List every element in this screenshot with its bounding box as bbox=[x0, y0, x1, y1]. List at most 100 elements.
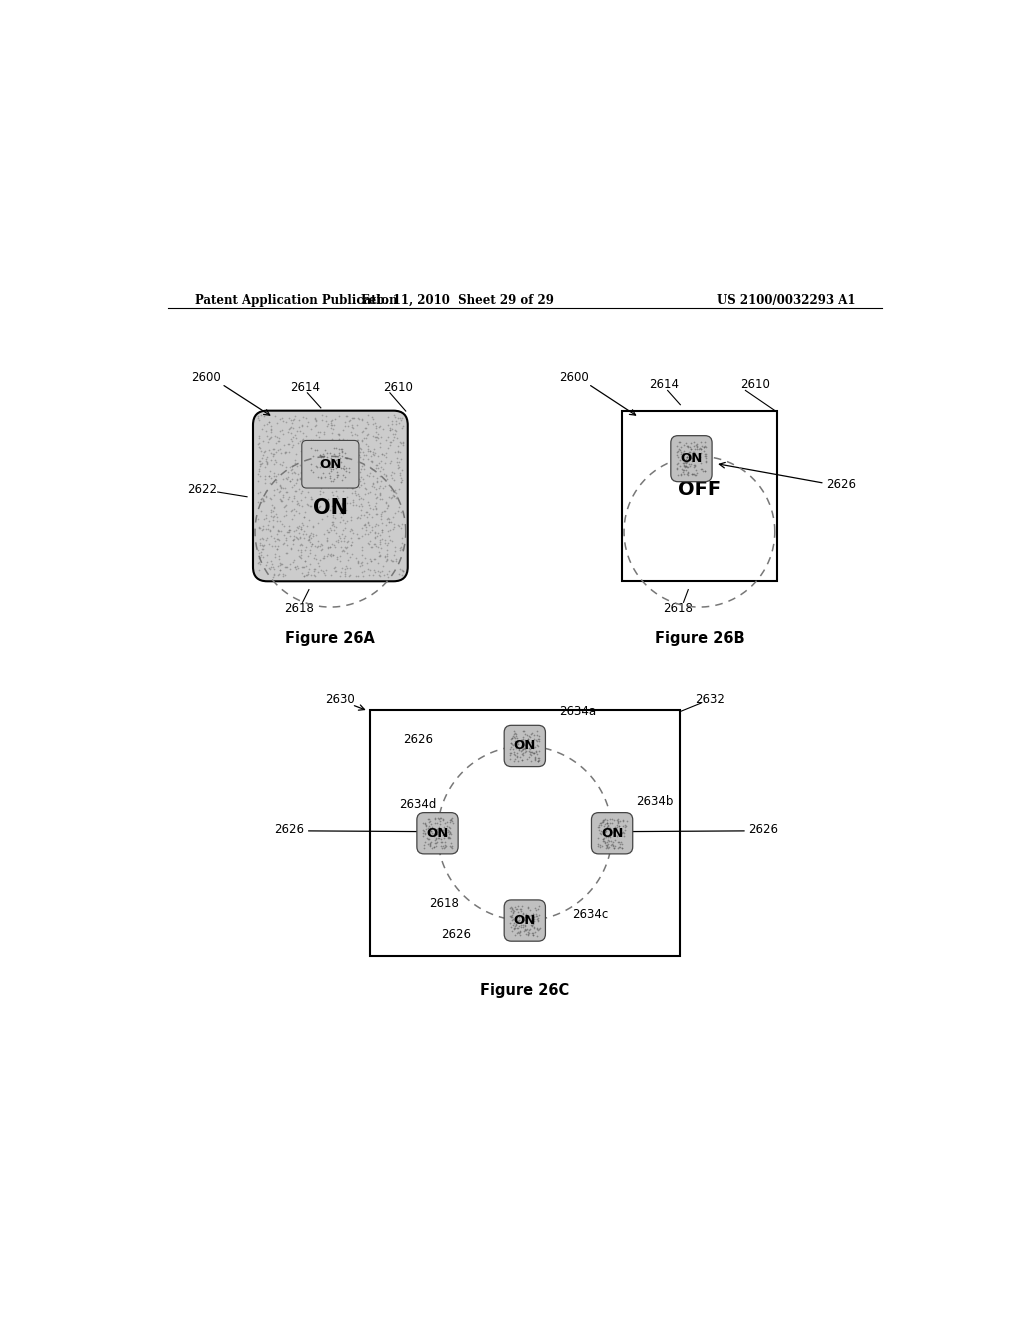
Point bbox=[333, 511, 349, 532]
Point bbox=[387, 424, 403, 445]
Point bbox=[323, 413, 339, 434]
Point bbox=[287, 450, 303, 471]
Point bbox=[598, 809, 614, 830]
Point bbox=[386, 540, 402, 561]
Point bbox=[302, 532, 318, 553]
Point bbox=[347, 483, 364, 504]
Point bbox=[362, 451, 379, 473]
Point bbox=[373, 466, 389, 487]
Text: ON: ON bbox=[514, 913, 536, 927]
Point bbox=[680, 462, 696, 483]
Point bbox=[387, 413, 403, 434]
Point bbox=[339, 405, 355, 426]
Point bbox=[351, 477, 368, 498]
Point bbox=[426, 809, 442, 830]
Point bbox=[272, 511, 289, 532]
Point bbox=[525, 908, 542, 929]
Point bbox=[515, 739, 531, 760]
Point bbox=[691, 437, 708, 458]
Point bbox=[264, 536, 281, 557]
Point bbox=[594, 828, 610, 849]
Point bbox=[374, 528, 390, 549]
Point bbox=[504, 733, 520, 754]
Point bbox=[416, 834, 432, 855]
Point bbox=[348, 495, 365, 516]
Point bbox=[507, 744, 523, 766]
Point bbox=[324, 414, 340, 436]
Point bbox=[318, 498, 335, 519]
Point bbox=[352, 504, 369, 525]
Point bbox=[376, 500, 392, 521]
Point bbox=[321, 462, 337, 483]
Point bbox=[289, 428, 305, 449]
Point bbox=[371, 560, 387, 581]
Point bbox=[274, 424, 291, 445]
Point bbox=[267, 544, 284, 565]
Point bbox=[270, 529, 287, 550]
Point bbox=[370, 424, 386, 445]
Point bbox=[673, 436, 689, 457]
Point bbox=[503, 896, 519, 917]
Point bbox=[339, 511, 355, 532]
Point bbox=[686, 457, 702, 478]
Point bbox=[377, 453, 393, 474]
Point bbox=[280, 469, 296, 490]
Point bbox=[356, 428, 373, 449]
Point bbox=[337, 405, 353, 426]
Point bbox=[343, 519, 359, 540]
Point bbox=[284, 455, 300, 477]
Point bbox=[362, 521, 379, 543]
Point bbox=[253, 447, 269, 469]
Point bbox=[345, 490, 361, 511]
Point bbox=[264, 515, 281, 536]
Point bbox=[360, 438, 377, 459]
Point bbox=[316, 548, 333, 569]
Point bbox=[265, 558, 282, 579]
Point bbox=[441, 836, 458, 857]
Point bbox=[393, 470, 410, 491]
Point bbox=[354, 430, 371, 451]
Point bbox=[601, 826, 617, 847]
Point bbox=[391, 564, 408, 585]
Point bbox=[325, 453, 341, 474]
Point bbox=[354, 455, 371, 477]
Point bbox=[274, 565, 291, 586]
Point bbox=[590, 817, 606, 838]
Point bbox=[251, 517, 267, 539]
Point bbox=[301, 540, 317, 561]
Point bbox=[690, 438, 707, 459]
Point bbox=[329, 453, 345, 474]
Point bbox=[693, 436, 710, 457]
Point bbox=[318, 528, 335, 549]
Point bbox=[260, 511, 276, 532]
Point bbox=[275, 496, 292, 517]
Point bbox=[367, 549, 383, 570]
Point bbox=[274, 484, 291, 506]
Point bbox=[359, 412, 376, 433]
Point bbox=[381, 560, 397, 581]
Point bbox=[513, 743, 529, 764]
Point bbox=[679, 463, 695, 484]
Point bbox=[353, 562, 370, 583]
Point bbox=[436, 824, 453, 845]
Point bbox=[431, 822, 447, 843]
Point bbox=[394, 434, 411, 455]
Text: 2618: 2618 bbox=[663, 602, 693, 615]
Point bbox=[697, 461, 714, 482]
Point bbox=[317, 467, 334, 488]
Point bbox=[678, 449, 694, 470]
Point bbox=[304, 533, 321, 554]
Point bbox=[361, 457, 378, 478]
Point bbox=[322, 536, 338, 557]
Point bbox=[505, 913, 521, 935]
Point bbox=[319, 544, 336, 565]
Point bbox=[253, 520, 269, 541]
Point bbox=[290, 540, 306, 561]
Point bbox=[676, 441, 692, 462]
Point bbox=[506, 726, 522, 747]
Point bbox=[367, 426, 383, 447]
Point bbox=[323, 544, 339, 565]
Point bbox=[616, 814, 633, 836]
Point bbox=[360, 564, 377, 585]
Point bbox=[599, 812, 615, 833]
